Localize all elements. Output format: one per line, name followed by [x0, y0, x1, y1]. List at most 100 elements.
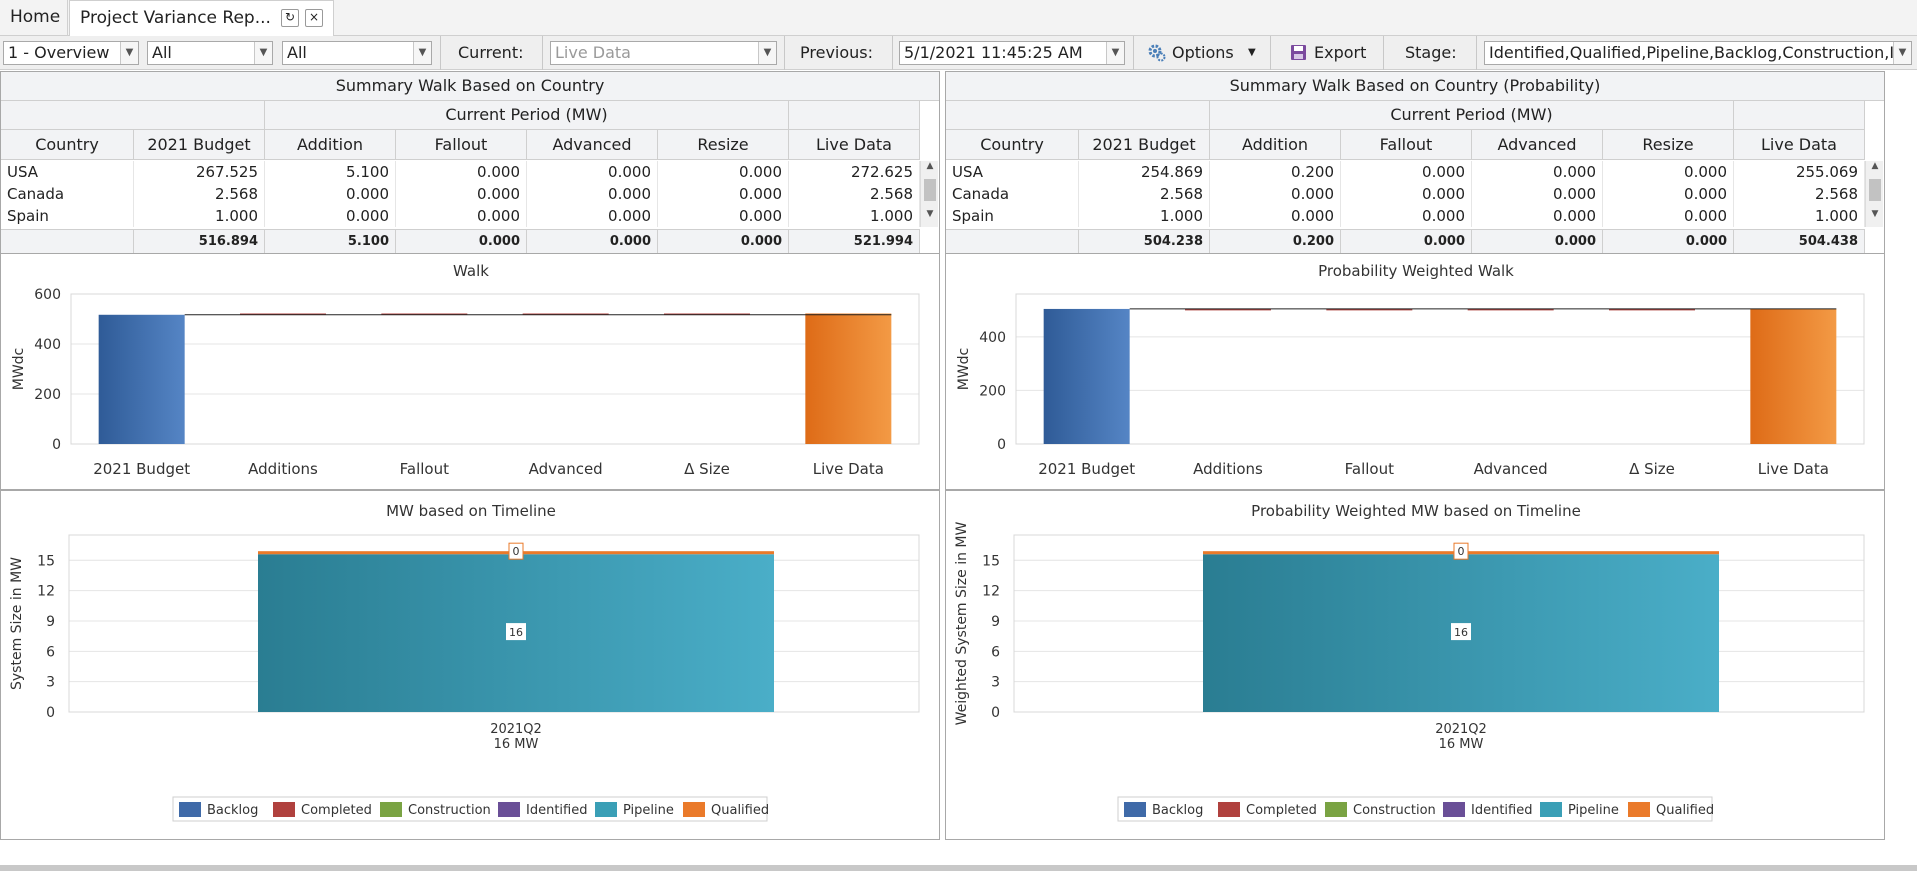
table-cell[interactable]: 0.200 [1210, 161, 1341, 183]
chevron-down-icon[interactable]: ▼ [413, 42, 431, 64]
table-cell[interactable]: 0.000 [658, 205, 789, 227]
chevron-down-icon[interactable]: ▼ [254, 42, 272, 64]
table-cell[interactable]: 0.000 [658, 161, 789, 183]
data-label-box [1451, 623, 1471, 641]
table-cell[interactable]: 0.000 [396, 183, 527, 205]
column-header-advanced[interactable]: Advanced [1472, 130, 1603, 160]
column-header-resize[interactable]: Resize [1603, 130, 1734, 160]
export-button[interactable]: Export [1290, 36, 1385, 70]
chevron-up-icon[interactable]: ▲ [926, 161, 934, 171]
column-header-addition[interactable]: Addition [265, 130, 396, 160]
table-cell[interactable]: USA [946, 161, 1079, 183]
filter-select-1[interactable]: All ▼ [147, 41, 273, 65]
table-cell[interactable]: USA [1, 161, 134, 183]
table-cell[interactable]: 0.000 [396, 161, 527, 183]
table-cell[interactable]: 0.000 [1603, 183, 1734, 205]
chevron-down-icon[interactable]: ▼ [926, 209, 934, 219]
table-cell[interactable]: Spain [946, 205, 1079, 227]
table-cell[interactable]: 1.000 [134, 205, 265, 227]
table-cell[interactable]: 0.000 [265, 183, 396, 205]
legend [1117, 796, 1713, 822]
table-cell[interactable]: 1.000 [1079, 205, 1210, 227]
tab-project-variance-report[interactable]: Project Variance Rep... ↻ × [69, 0, 334, 37]
legend-entry-construction: Construction [408, 803, 491, 818]
table-cell[interactable]: 0.000 [527, 183, 658, 205]
chevron-down-icon[interactable]: ▼ [1871, 209, 1879, 219]
column-header-fallout[interactable]: Fallout [396, 130, 527, 160]
column-header-2021-budget[interactable]: 2021 Budget [134, 130, 265, 160]
legend-swatch-construction [380, 802, 402, 817]
y-axis-label: MWdc [956, 348, 972, 391]
chevron-down-icon[interactable]: ▼ [1893, 42, 1911, 64]
legend-entry-qualified: Qualified [711, 803, 769, 818]
plot-frame [70, 293, 920, 445]
column-header-fallout[interactable]: Fallout [1341, 130, 1472, 160]
column-header-live-data[interactable]: Live Data [789, 130, 920, 160]
table-cell[interactable]: 0.000 [1210, 205, 1341, 227]
column-header-addition[interactable]: Addition [1210, 130, 1341, 160]
data-label: 16 [509, 626, 523, 639]
previous-select[interactable]: 5/1/2021 11:45:25 AM ▼ [899, 41, 1125, 65]
column-header-country[interactable]: Country [1, 130, 134, 160]
table-cell[interactable]: 2.568 [789, 183, 920, 205]
refresh-icon[interactable]: ↻ [281, 9, 299, 27]
table-cell[interactable]: 267.525 [134, 161, 265, 183]
table-cell[interactable]: 0.000 [1210, 183, 1341, 205]
table-cell[interactable]: 0.000 [1341, 183, 1472, 205]
vertical-scrollbar[interactable]: ▲ ▼ [920, 161, 938, 227]
column-header-live-data[interactable]: Live Data [1734, 130, 1865, 160]
chevron-up-icon[interactable]: ▲ [1871, 161, 1879, 171]
column-header-country[interactable]: Country [946, 130, 1079, 160]
table-cell[interactable]: 0.000 [527, 205, 658, 227]
table-cell[interactable]: Spain [1, 205, 134, 227]
toolbar-divider [1383, 36, 1384, 70]
current-select[interactable]: Live Data ▼ [550, 41, 777, 65]
table-cell[interactable]: 255.069 [1734, 161, 1865, 183]
table-cell[interactable]: 0.000 [1603, 205, 1734, 227]
y-tick-label: 3 [46, 675, 55, 691]
column-header-advanced[interactable]: Advanced [527, 130, 658, 160]
table-cell[interactable]: 0.000 [396, 205, 527, 227]
table-cell[interactable]: 0.000 [658, 183, 789, 205]
filter-select-2[interactable]: All ▼ [282, 41, 432, 65]
vertical-scrollbar[interactable]: ▲ ▼ [1865, 161, 1883, 227]
options-button[interactable]: Options ▼ [1148, 36, 1266, 70]
gear-icon [1148, 44, 1166, 62]
tab-home[interactable]: Home [0, 0, 68, 36]
scrollbar-thumb[interactable] [1869, 179, 1881, 201]
probability-timeline-chart: Probability Weighted MW based on Timelin… [954, 502, 1865, 822]
table-cell[interactable]: 272.625 [789, 161, 920, 183]
chevron-down-icon[interactable]: ▼ [758, 42, 776, 64]
stage-select[interactable]: Identified,Qualified,Pipeline,Backlog,Co… [1484, 41, 1912, 65]
table-cell[interactable]: 0.000 [1603, 161, 1734, 183]
chevron-down-icon[interactable]: ▼ [1106, 42, 1124, 64]
legend-entry-backlog: Backlog [1152, 803, 1203, 818]
table-cell[interactable]: 1.000 [789, 205, 920, 227]
table-cell[interactable]: 2.568 [1079, 183, 1210, 205]
bar-additions [240, 313, 326, 316]
bar--size [1609, 308, 1695, 311]
table-cell[interactable]: 0.000 [1341, 205, 1472, 227]
table-cell[interactable]: 5.100 [265, 161, 396, 183]
bar-live-data [805, 313, 892, 444]
table-cell[interactable]: 0.000 [1472, 205, 1603, 227]
chevron-down-icon[interactable]: ▼ [120, 42, 138, 64]
scrollbar-thumb[interactable] [924, 179, 936, 201]
table-cell[interactable]: Canada [946, 183, 1079, 205]
table-cell[interactable]: 2.568 [134, 183, 265, 205]
table-cell[interactable]: 254.869 [1079, 161, 1210, 183]
view-select[interactable]: 1 - Overview ▼ [3, 41, 139, 65]
table-cell[interactable]: 2.568 [1734, 183, 1865, 205]
table-cell[interactable]: Canada [1, 183, 134, 205]
table-cell[interactable]: 0.000 [527, 161, 658, 183]
table-cell[interactable]: 1.000 [1734, 205, 1865, 227]
column-header-2021-budget[interactable]: 2021 Budget [1079, 130, 1210, 160]
legend [172, 796, 768, 822]
table-cell[interactable]: 0.000 [1472, 183, 1603, 205]
table-cell[interactable]: 0.000 [1341, 161, 1472, 183]
table-cell[interactable]: 0.000 [1472, 161, 1603, 183]
table-cell[interactable]: 0.000 [265, 205, 396, 227]
y-tick-label: 3 [991, 675, 1000, 691]
column-header-resize[interactable]: Resize [658, 130, 789, 160]
close-icon[interactable]: × [305, 9, 323, 27]
